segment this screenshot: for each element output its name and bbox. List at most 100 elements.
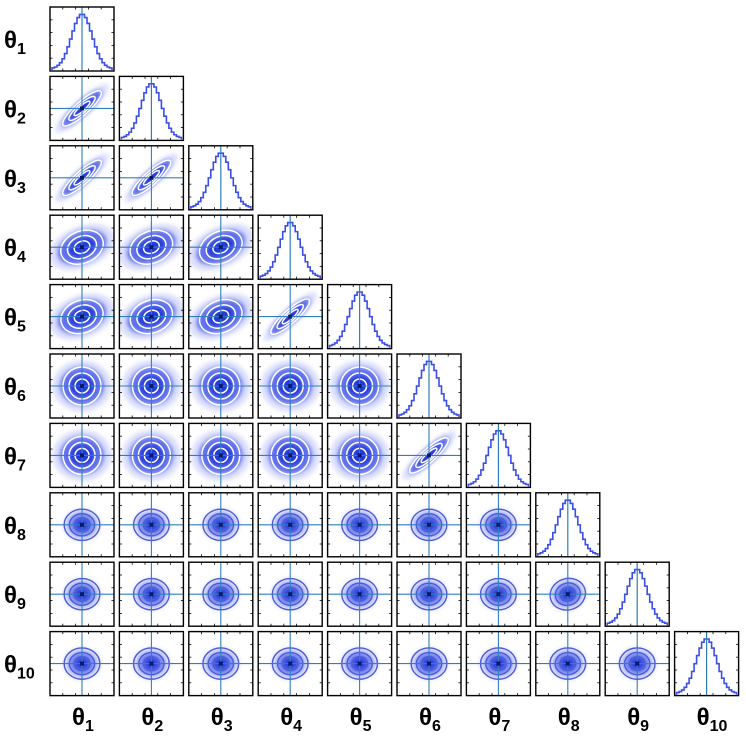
contour-ring — [276, 303, 305, 330]
panel-frame — [465, 422, 532, 489]
truth-marker — [427, 522, 431, 527]
joint-panel-8-7 — [465, 492, 532, 558]
contour-ring — [66, 234, 98, 260]
panel-content — [397, 423, 461, 488]
truth-marker — [357, 453, 362, 458]
panel-content — [119, 215, 184, 280]
contour-ring — [415, 442, 443, 469]
joint-panel-10-6 — [396, 630, 462, 697]
truth-marker — [80, 453, 84, 458]
contour-ring — [408, 437, 450, 474]
contour-ring — [212, 240, 230, 255]
column-labels: θ1 θ2 θ3 θ4 θ5 θ6 θ7 θ8 θ9 θ10 — [72, 704, 727, 735]
joint-panel-5-3 — [188, 283, 254, 350]
row-label-3: θ3 — [4, 166, 26, 197]
panel-content — [535, 631, 600, 696]
contour-ring — [66, 304, 98, 330]
panel-content — [119, 145, 184, 210]
joint-panel-5-1 — [49, 283, 115, 350]
contour-ring — [137, 165, 166, 191]
truth-marker — [218, 453, 223, 458]
panel-frame — [118, 145, 185, 211]
panel-content — [50, 423, 114, 488]
contour-ring — [142, 169, 161, 186]
panel-frame — [326, 283, 393, 350]
panel-content — [119, 354, 184, 418]
joint-panel-2-1 — [49, 75, 115, 142]
truth-marker — [565, 592, 570, 597]
panel-content — [327, 631, 392, 696]
panel-frame — [49, 422, 115, 489]
joint-panel-8-5 — [326, 492, 393, 558]
joint-panel-4-3 — [188, 214, 254, 280]
contour-ring — [142, 309, 160, 324]
panel-content — [188, 354, 253, 418]
panel-frame — [396, 353, 462, 419]
marginal-panel-4-4 — [257, 214, 323, 280]
panel-content — [259, 215, 321, 280]
row-label-9: θ9 — [4, 582, 26, 613]
panel-frame — [326, 353, 393, 419]
row-labels: θ1 θ2 θ3 θ4 θ5 θ6 θ7 θ8 θ9 θ10 — [4, 27, 35, 683]
truth-marker — [80, 661, 84, 666]
truth-marker — [357, 522, 362, 527]
column-label-7: θ7 — [488, 704, 510, 735]
panel-content — [466, 492, 531, 557]
contour-ring — [198, 298, 243, 335]
panel-frame — [49, 145, 115, 211]
truth-marker — [288, 592, 293, 597]
contour-ring — [205, 234, 237, 260]
truth-marker — [288, 522, 293, 527]
panel-content — [188, 423, 253, 488]
panel-frame — [535, 492, 601, 558]
panel-frame — [118, 630, 185, 697]
row-label-5: θ5 — [4, 305, 26, 336]
marginal-panel-5-5 — [326, 283, 393, 350]
truth-marker — [80, 522, 84, 527]
panel-content — [258, 284, 323, 349]
joint-panel-10-3 — [188, 630, 254, 697]
joint-panel-7-5 — [326, 422, 393, 489]
truth-marker — [288, 453, 293, 458]
contour-ring — [281, 308, 299, 325]
row-label-6: θ6 — [4, 374, 26, 405]
panel-frame — [535, 561, 601, 627]
joint-panel-10-1 — [49, 630, 115, 697]
contour-ring — [60, 298, 104, 335]
joint-panel-9-1 — [49, 561, 115, 627]
panel-content — [398, 354, 460, 418]
joint-panel-9-8 — [535, 561, 601, 627]
panel-content — [397, 631, 461, 696]
joint-panel-4-1 — [49, 214, 115, 280]
panel-content — [50, 631, 114, 696]
panel-frame — [49, 6, 115, 72]
joint-panel-3-2 — [118, 145, 185, 211]
panel-frame — [535, 630, 601, 697]
truth-marker — [80, 106, 84, 111]
joint-panel-7-6 — [396, 422, 462, 489]
truth-marker — [149, 175, 154, 180]
panel-frame — [396, 630, 462, 697]
panel-frame — [326, 422, 393, 489]
panel-content — [50, 76, 114, 141]
panel-content — [466, 631, 531, 696]
panel-frame — [257, 492, 323, 558]
truth-marker — [427, 661, 431, 666]
panel-frame — [188, 561, 254, 627]
contour-ring — [61, 90, 103, 127]
panel-frame — [257, 214, 323, 280]
panel-frame — [49, 214, 115, 280]
panel-frame — [188, 214, 254, 280]
panel-frame — [118, 214, 185, 280]
panel-frame — [604, 630, 670, 697]
panel-frame — [326, 630, 393, 697]
contour-ring — [68, 95, 96, 122]
panel-frame — [396, 561, 462, 627]
panel-frame — [465, 492, 532, 558]
panel-frame — [188, 283, 254, 350]
marginal-panel-6-6 — [396, 353, 462, 419]
column-label-2: θ2 — [141, 704, 163, 735]
panel-frame — [257, 422, 323, 489]
row-label-10: θ10 — [4, 652, 35, 683]
panel-content — [50, 562, 114, 627]
